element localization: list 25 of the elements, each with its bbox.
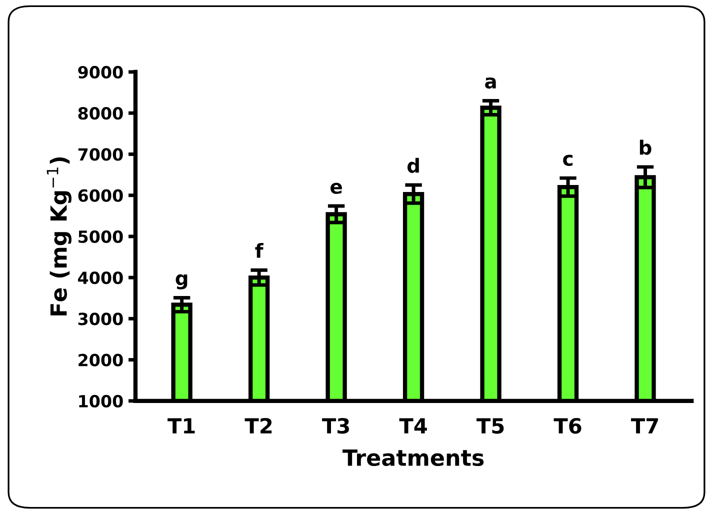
annotation: d — [407, 158, 419, 173]
y-tick-label: 7000 — [78, 148, 123, 161]
x-tick-label: T6 — [554, 418, 582, 434]
x-tick-label: T7 — [631, 418, 658, 434]
y-tick-label: 9000 — [78, 66, 123, 79]
y-tick-label: 5000 — [78, 230, 123, 244]
annotation: c — [563, 154, 572, 166]
x-tick-label: T2 — [244, 418, 272, 434]
x-axis-title: Treatments — [342, 450, 484, 466]
x-tick-label: T1 — [168, 418, 195, 434]
y-axis-title: Fe (mg Kg$^{−1}$) — [46, 157, 72, 316]
y-tick-label: 4000 — [78, 272, 123, 284]
y-tick-label: 3000 — [78, 312, 123, 326]
annotation: b — [640, 140, 652, 155]
annotation: a — [485, 77, 496, 89]
y-tick-label: 8000 — [78, 107, 123, 120]
x-tick-label: T3 — [322, 418, 349, 434]
x-tick-label: T4 — [399, 418, 427, 434]
annotation: g — [176, 274, 188, 290]
y-tick-label: 2000 — [78, 354, 123, 366]
annotation: f — [255, 243, 264, 258]
y-tick-label: 1000 — [79, 394, 123, 408]
x-tick-label: T5 — [476, 418, 504, 434]
y-tick-label: 6000 — [78, 189, 123, 202]
annotation: e — [330, 182, 342, 194]
